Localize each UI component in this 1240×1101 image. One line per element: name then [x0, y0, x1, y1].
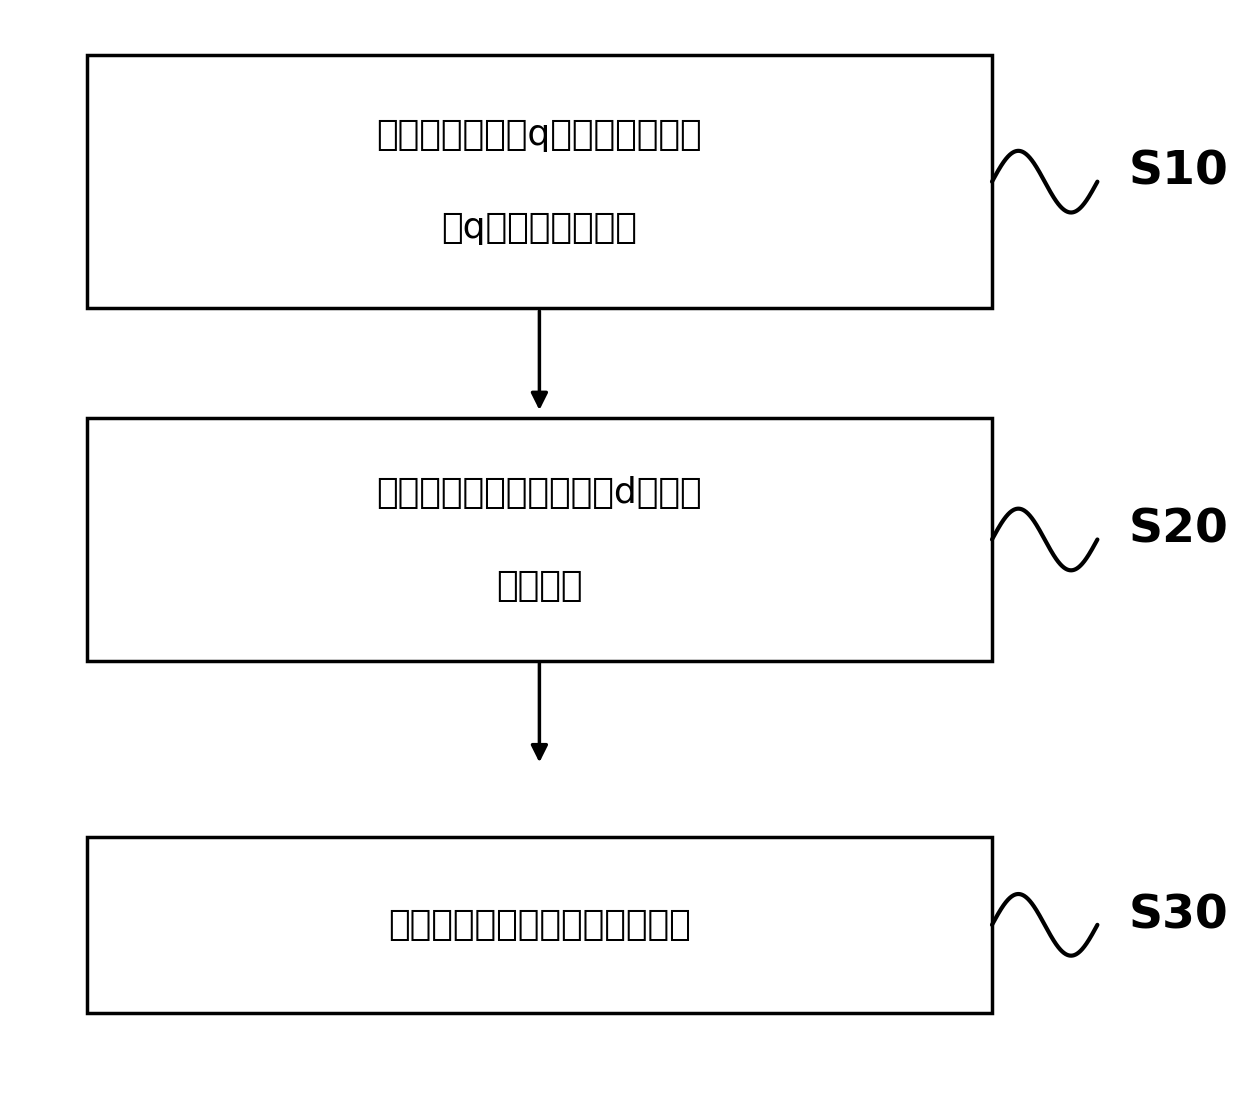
Text: 根据输出值和设定值确定d轴电流: 根据输出值和设定值确定d轴电流 — [377, 477, 702, 510]
Text: 的补偿值: 的补偿值 — [496, 569, 583, 602]
FancyBboxPatch shape — [87, 418, 992, 661]
Text: 和q轴电压的设定值: 和q轴电压的设定值 — [441, 211, 637, 244]
FancyBboxPatch shape — [87, 837, 992, 1013]
Text: 获取弱磁状态下q轴电压的输出值: 获取弱磁状态下q轴电压的输出值 — [377, 119, 702, 152]
Text: S20: S20 — [1128, 508, 1229, 553]
Text: S30: S30 — [1128, 893, 1228, 938]
Text: S10: S10 — [1128, 150, 1229, 195]
Text: 根据补偿值对弱磁电流进行补偿: 根据补偿值对弱磁电流进行补偿 — [388, 908, 691, 941]
FancyBboxPatch shape — [87, 55, 992, 308]
